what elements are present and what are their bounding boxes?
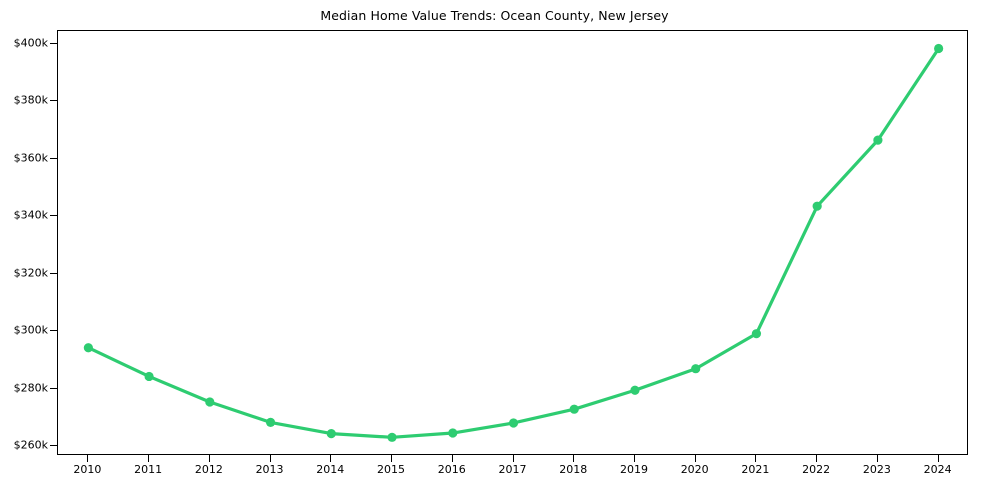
data-point xyxy=(630,385,640,395)
line-series-path xyxy=(86,46,941,439)
data-point xyxy=(326,429,336,439)
y-axis-tick-labels: $260k $280k $300k $320k $340k $360k $380k $400k xyxy=(0,0,48,490)
data-point xyxy=(205,397,215,407)
y-axis-tick-mark xyxy=(50,100,57,102)
x-axis-tick-mark xyxy=(633,455,635,462)
x-axis-tick-mark xyxy=(208,455,210,462)
x-axis-tick-label: 2020 xyxy=(680,463,709,476)
x-axis-tick-mark xyxy=(87,455,89,462)
y-axis-tick-label: $360k xyxy=(13,151,48,165)
x-axis-tick-mark xyxy=(573,455,575,462)
x-axis-tick-label: 2017 xyxy=(498,463,527,476)
data-point xyxy=(83,343,93,353)
line-series-svg xyxy=(83,43,944,442)
data-point xyxy=(812,201,822,211)
x-axis-tick-mark xyxy=(816,455,818,462)
y-axis-tick-mark xyxy=(50,272,57,274)
data-point xyxy=(751,329,762,339)
x-axis-tick-label: 2019 xyxy=(619,463,648,476)
x-axis-tick-label: 2010 xyxy=(73,463,102,476)
y-axis-tick-mark xyxy=(50,215,57,217)
x-axis-tick-mark xyxy=(330,455,332,462)
data-point xyxy=(934,43,944,54)
x-axis-tick-label: 2022 xyxy=(802,463,831,476)
x-axis-tick-mark xyxy=(391,455,393,462)
x-axis-tick-label: 2014 xyxy=(316,463,345,476)
y-axis-tick-label: $280k xyxy=(13,381,48,395)
data-point xyxy=(569,404,579,414)
x-axis-tick-mark xyxy=(755,455,757,462)
x-axis-tick-mark xyxy=(269,455,271,462)
x-axis-tick-label: 2012 xyxy=(194,463,223,476)
y-axis-tick-mark xyxy=(50,330,57,332)
x-axis-tick-mark xyxy=(451,455,453,462)
y-axis-tick-mark xyxy=(50,157,57,159)
line-series-markers xyxy=(83,43,944,442)
x-axis-tick-label: 2021 xyxy=(741,463,770,476)
y-axis-tick-label: $340k xyxy=(13,208,48,222)
data-point xyxy=(144,371,154,382)
data-point xyxy=(265,417,276,427)
data-point xyxy=(873,135,883,145)
y-axis-tick-mark xyxy=(50,387,57,389)
x-axis-tick-label: 2011 xyxy=(134,463,163,476)
y-axis-tick-label: $400k xyxy=(13,36,48,50)
x-axis-tick-label: 2023 xyxy=(862,463,891,476)
y-axis-tick-label: $260k xyxy=(13,438,48,452)
data-point xyxy=(448,428,458,438)
x-axis-tick-label: 2015 xyxy=(377,463,406,476)
x-axis-tick-mark xyxy=(694,455,696,462)
x-axis-tick-mark xyxy=(512,455,514,462)
data-point xyxy=(387,432,397,442)
y-axis-tick-label: $300k xyxy=(13,323,48,337)
data-point xyxy=(691,364,701,374)
plot-area xyxy=(57,30,968,455)
x-axis-tick-label: 2016 xyxy=(437,463,466,476)
y-axis-tick-mark xyxy=(50,444,57,446)
x-axis-tick-label: 2018 xyxy=(559,463,588,476)
x-axis-tick-mark xyxy=(937,455,939,462)
x-axis-tick-mark xyxy=(148,455,150,462)
x-axis-tick-label: 2013 xyxy=(255,463,284,476)
x-axis-tick-label: 2024 xyxy=(923,463,952,476)
chart-title: Median Home Value Trends: Ocean County, … xyxy=(320,8,669,23)
y-axis-tick-label: $380k xyxy=(13,93,48,107)
x-axis-tick-mark xyxy=(876,455,878,462)
y-axis-tick-label: $320k xyxy=(13,266,48,280)
y-axis-tick-mark xyxy=(50,42,57,44)
data-point xyxy=(508,418,519,428)
